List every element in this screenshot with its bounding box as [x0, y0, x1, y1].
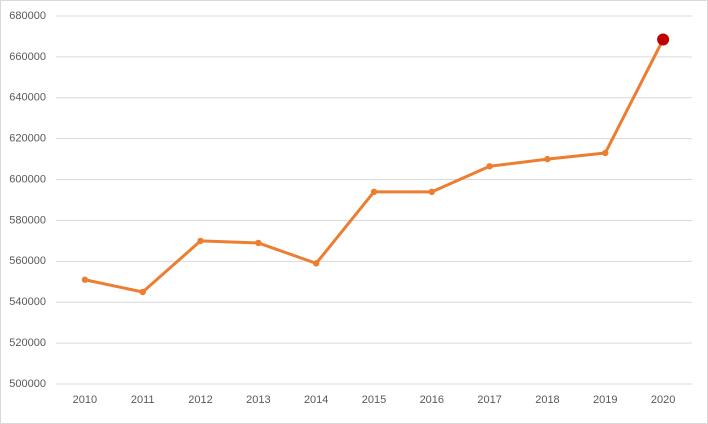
data-point — [486, 163, 493, 170]
y-tick-label: 560000 — [9, 255, 46, 267]
y-tick-label: 580000 — [9, 214, 46, 226]
data-point — [657, 33, 670, 46]
data-point — [428, 188, 436, 196]
data-point — [139, 288, 146, 296]
x-tick-label: 2014 — [304, 394, 328, 406]
data-point — [602, 149, 609, 157]
x-tick-label: 2016 — [420, 394, 444, 406]
data-point — [370, 188, 378, 196]
x-tick-label: 2020 — [651, 394, 675, 406]
x-tick-label: 2011 — [131, 394, 155, 406]
y-tick-label: 540000 — [9, 296, 46, 308]
x-tick-label: 2017 — [477, 394, 501, 406]
data-point — [312, 260, 320, 267]
x-tick-label: 2019 — [593, 394, 617, 406]
y-tick-label: 660000 — [9, 51, 46, 63]
data-point — [81, 276, 89, 283]
y-tick-label: 600000 — [9, 173, 46, 185]
y-tick-label: 500000 — [9, 378, 46, 390]
y-tick-label: 640000 — [9, 92, 46, 104]
y-tick-label: 520000 — [9, 337, 46, 349]
x-tick-label: 2018 — [535, 394, 559, 406]
x-tick-label: 2015 — [362, 394, 386, 406]
data-point — [197, 237, 204, 245]
data-point — [544, 155, 551, 163]
x-tick-label: 2013 — [246, 394, 270, 406]
data-point — [255, 239, 262, 247]
y-tick-label: 680000 — [9, 10, 46, 22]
x-tick-label: 2010 — [73, 394, 97, 406]
x-tick-label: 2012 — [188, 394, 212, 406]
y-tick-label: 620000 — [9, 133, 46, 145]
